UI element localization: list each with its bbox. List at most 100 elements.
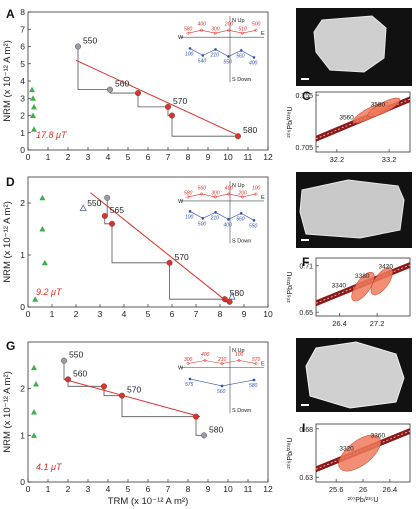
data-point [226, 298, 233, 305]
x-tick-label: 4 [106, 152, 111, 162]
y-tick-label: 0 [20, 477, 25, 487]
grain-h [305, 341, 405, 409]
zijderveld-inset: N UpS DownEW5804003002005105001005402105… [178, 16, 265, 83]
panel-letter-h: H [302, 339, 311, 353]
panel-letter-e: E [302, 175, 310, 189]
x-axis-label: ²⁰⁷Pb/²³⁵U [348, 496, 379, 504]
x-tick-label: 10 [223, 484, 233, 494]
plot-frame [315, 257, 411, 317]
inset-red-label: 100 [252, 185, 261, 191]
y-tick-label: 1 [20, 430, 25, 440]
x-tick-label: 7 [166, 152, 171, 162]
x-tick-label: 12 [263, 484, 273, 494]
y-axis-label: ²⁰⁶Pb/²³⁸U [286, 106, 294, 137]
x-tick-label: 2 [66, 152, 71, 162]
grain-e [299, 179, 405, 239]
inset-west-label: W [178, 366, 184, 372]
x-tick-label: 0 [26, 309, 31, 319]
ptrm-triangle [33, 381, 39, 387]
data-point [108, 220, 115, 227]
x-tick-label: 3 [86, 484, 91, 494]
y-tick-label: 0.63 [299, 475, 313, 482]
inset-east-label: E [261, 31, 265, 37]
inset-blue-label: 550 [223, 59, 232, 65]
x-tick-label: 3 [98, 309, 103, 319]
y-tick-label: 0.65 [299, 310, 313, 317]
x-tick-label: 26.4 [332, 319, 347, 328]
data-point [61, 357, 68, 364]
y-tick-label: 4 [20, 76, 25, 86]
y-tick-label: 2 [20, 111, 25, 121]
inset-red-label: 580 [184, 27, 193, 33]
data-point [106, 86, 113, 93]
ptrm-triangle [30, 112, 36, 118]
point-label: 550 [69, 350, 83, 360]
panel-e-image [296, 172, 412, 248]
inset-blue-label: 210 [210, 215, 220, 221]
grain-b [313, 15, 387, 73]
x-tick-label: 5 [126, 152, 131, 162]
inset-red-label: 300 [184, 357, 193, 363]
inset-blue-label: 580 [249, 383, 258, 389]
y-axis-label: NRM (x 10⁻¹² A m²) [2, 201, 13, 283]
x-tick-label: 6 [170, 309, 175, 319]
panel-letter-b: B [302, 9, 311, 23]
fit-line [90, 192, 228, 303]
panel-letter-i: I [302, 421, 305, 435]
y-axis-label: NRM (x 10⁻¹² A m²) [2, 371, 13, 453]
inset-blue-trace [189, 211, 255, 221]
data-point [64, 376, 71, 383]
check-path [77, 46, 238, 137]
inset-up-label: N Up [232, 18, 245, 24]
data-point [134, 90, 141, 97]
point-label: 550 [87, 198, 101, 208]
y-tick-label: 0 [20, 302, 25, 312]
inset-red-label: 300 [211, 190, 220, 196]
inset-west-label: W [178, 199, 184, 205]
x-tick-label: 10 [223, 152, 233, 162]
y-tick-label: 1 [20, 128, 25, 138]
inset-blue-label: 500 [198, 221, 207, 227]
inset-red-label: 200 [224, 22, 234, 28]
point-label: 570 [127, 385, 141, 395]
y-tick-label: 2 [20, 384, 25, 394]
x-tick-label: 8 [218, 309, 223, 319]
inset-red-label: 510 [238, 27, 247, 33]
inset-red-label: 500 [252, 22, 261, 28]
point-label: 570 [173, 96, 187, 106]
panel-letter-g: G [6, 339, 15, 353]
ptrm-triangle [31, 126, 37, 132]
point-label: 580 [230, 288, 244, 298]
ptrm-triangle [29, 86, 35, 93]
inset-red-label: 210 [217, 357, 227, 363]
point-label: 560 [73, 368, 87, 378]
data-point [164, 103, 171, 110]
x-tick-label: 11 [244, 152, 253, 162]
y-tick-label: 2 [20, 198, 25, 208]
ptrm-triangle [32, 296, 39, 302]
concordia-age-label: 3560 [339, 115, 354, 122]
inset-blue-label: 400 [249, 60, 258, 66]
x-tick-label: 12 [263, 152, 273, 162]
point-label: 565 [110, 205, 124, 215]
x-tick-label: 25.6 [329, 485, 344, 494]
y-tick-label: 0.705 [295, 145, 313, 152]
inset-red-label: 400 [225, 185, 234, 191]
inset-red-label: 100 [235, 352, 244, 358]
concordia-curve [315, 264, 411, 304]
error-ellipse [370, 267, 393, 296]
concordia-age-label: 3580 [371, 101, 386, 108]
y-tick-label: 0.68 [299, 427, 313, 434]
inset-down-label: S Down [232, 238, 251, 244]
y-tick-label: 0.71 [299, 264, 313, 271]
error-ellipse [367, 97, 401, 118]
inset-red-trace [187, 193, 257, 198]
data-point [118, 392, 125, 399]
panel-letter-d: D [6, 175, 15, 189]
x-tick-label: 26.4 [383, 485, 398, 494]
inset-blue-label: 550 [249, 223, 258, 229]
